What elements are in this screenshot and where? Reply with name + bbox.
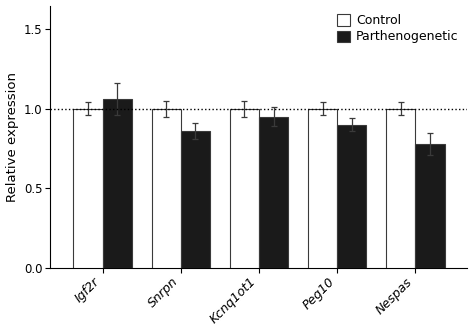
- Bar: [230, 109, 259, 268]
- Bar: [103, 99, 131, 268]
- Bar: [337, 125, 366, 268]
- Bar: [259, 117, 288, 268]
- Bar: [181, 131, 210, 268]
- Y-axis label: Relative expression: Relative expression: [6, 72, 18, 202]
- Bar: [415, 144, 445, 268]
- Bar: [386, 109, 415, 268]
- Legend: Control, Parthenogenetic: Control, Parthenogenetic: [335, 12, 461, 46]
- Bar: [73, 109, 103, 268]
- Bar: [151, 109, 181, 268]
- Bar: [308, 109, 337, 268]
